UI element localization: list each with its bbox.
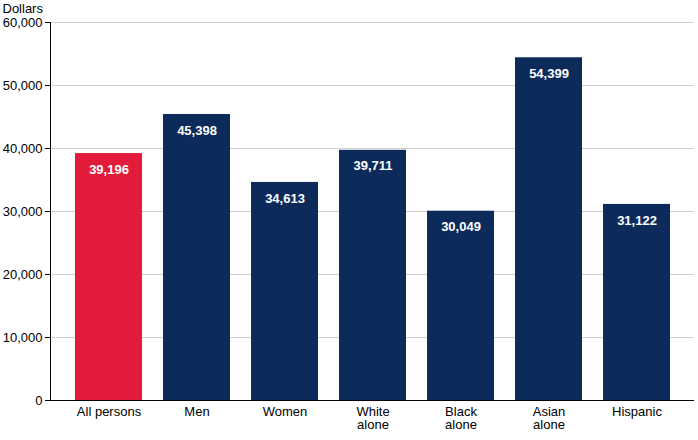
svg-text:50,000: 50,000	[3, 78, 43, 93]
svg-text:Blackalone: Blackalone	[445, 404, 477, 432]
svg-text:60,000: 60,000	[3, 15, 43, 30]
svg-text:54,399: 54,399	[529, 66, 569, 81]
svg-text:Dollars: Dollars	[3, 1, 44, 16]
svg-text:34,613: 34,613	[265, 191, 305, 206]
svg-text:31,122: 31,122	[617, 213, 657, 228]
svg-text:0: 0	[35, 393, 42, 408]
svg-text:Women: Women	[263, 404, 308, 419]
svg-text:30,049: 30,049	[441, 219, 481, 234]
svg-text:Men: Men	[184, 404, 209, 419]
svg-text:All persons: All persons	[77, 404, 142, 419]
svg-text:45,398: 45,398	[177, 123, 217, 138]
svg-text:39,196: 39,196	[89, 162, 129, 177]
svg-text:40,000: 40,000	[3, 141, 43, 156]
svg-text:20,000: 20,000	[3, 267, 43, 282]
svg-text:Whitealone: Whitealone	[356, 404, 389, 432]
svg-text:Asianalone: Asianalone	[533, 404, 566, 432]
svg-text:30,000: 30,000	[3, 204, 43, 219]
svg-text:10,000: 10,000	[3, 330, 43, 345]
svg-text:Hispanic: Hispanic	[612, 404, 662, 419]
svg-text:39,711: 39,711	[353, 158, 392, 173]
